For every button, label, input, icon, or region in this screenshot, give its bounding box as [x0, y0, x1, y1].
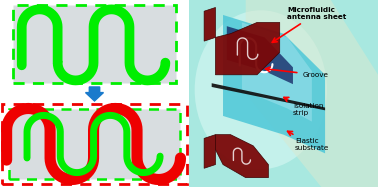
Polygon shape	[204, 135, 215, 168]
Polygon shape	[246, 0, 378, 187]
Text: Groove: Groove	[265, 67, 328, 78]
Polygon shape	[242, 22, 312, 122]
Polygon shape	[227, 26, 293, 84]
Text: Elastic
substrate: Elastic substrate	[288, 131, 329, 151]
Text: Microfluidic
antenna sheet: Microfluidic antenna sheet	[272, 7, 347, 42]
Polygon shape	[189, 0, 378, 187]
FancyArrow shape	[85, 87, 104, 101]
Polygon shape	[215, 22, 280, 75]
Polygon shape	[223, 15, 325, 153]
Polygon shape	[215, 135, 268, 178]
Polygon shape	[9, 109, 180, 179]
Polygon shape	[212, 83, 325, 110]
Polygon shape	[13, 5, 176, 83]
Ellipse shape	[195, 10, 327, 169]
Polygon shape	[204, 7, 215, 41]
Text: Isolation
strip: Isolation strip	[284, 97, 323, 116]
